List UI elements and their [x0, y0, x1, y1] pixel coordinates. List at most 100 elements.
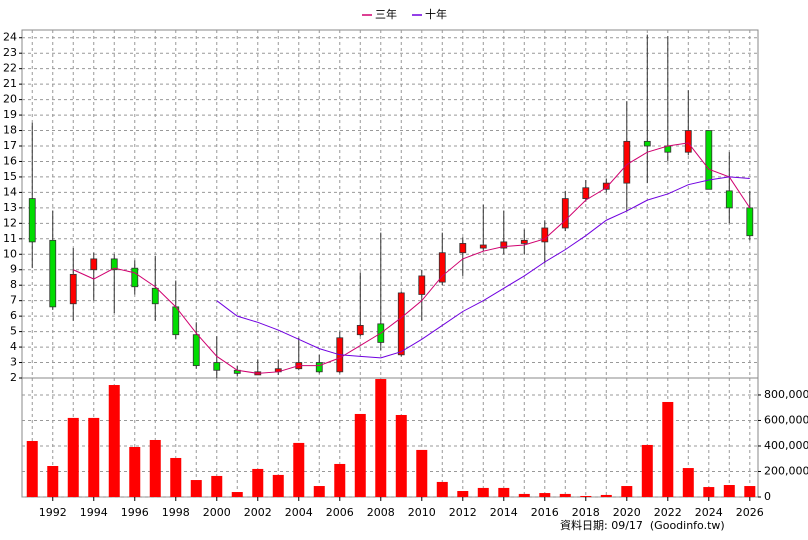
ma-line	[73, 142, 751, 374]
candle-body	[541, 227, 549, 243]
y-tick-label: 15	[3, 170, 17, 183]
y2-tick-label: 800,000	[764, 388, 808, 401]
volume-bar	[149, 439, 161, 497]
x-tick-label: 2012	[449, 506, 477, 519]
x-tick-label: 1992	[39, 506, 67, 519]
candle-body	[520, 239, 528, 244]
x-tick-label: 2000	[203, 506, 231, 519]
volume-bar	[662, 401, 674, 497]
volume-bar	[723, 485, 735, 497]
y-tick-label: 13	[3, 201, 17, 214]
volume-bar	[518, 493, 530, 497]
candle-body	[69, 273, 77, 305]
volume-bar	[539, 493, 551, 497]
x-tick-label: 2014	[490, 506, 518, 519]
y-tick-label: 11	[3, 232, 17, 245]
y-tick-label: 5	[10, 325, 17, 338]
volume-bar	[190, 480, 202, 497]
y-tick-label: 20	[3, 93, 17, 106]
candle-body	[705, 130, 713, 190]
y2-tick-label: 400,000	[764, 439, 808, 452]
volume-bar	[477, 487, 489, 497]
legend-label: 三年	[375, 7, 397, 21]
candle-body	[500, 241, 508, 249]
y-tick-label: 3	[10, 356, 17, 369]
volume-bar	[580, 495, 592, 497]
volume-bar	[744, 486, 756, 497]
y2-tick-label: 600,000	[764, 413, 808, 426]
candle-body	[28, 198, 36, 243]
candle-body	[725, 190, 733, 209]
x-tick-label: 2018	[572, 506, 600, 519]
y-tick-label: 24	[3, 31, 17, 44]
y-tick-label: 12	[3, 216, 17, 229]
x-tick-label: 2006	[326, 506, 354, 519]
y-tick-label: 7	[10, 294, 17, 307]
y-tick-label: 6	[10, 309, 17, 322]
volume-bar	[47, 466, 59, 497]
candle-body	[561, 198, 569, 229]
x-tick-label: 1994	[80, 506, 108, 519]
volume-bar	[129, 447, 141, 497]
volume-bar	[272, 474, 284, 497]
y-tick-label: 14	[3, 185, 17, 198]
volume-bar	[334, 463, 346, 497]
candle-body	[172, 306, 180, 336]
candle-body	[49, 239, 57, 308]
volume-bar	[354, 413, 366, 497]
volume-bar	[395, 414, 407, 497]
legend-label: 十年	[425, 7, 447, 21]
volume-bar	[67, 417, 79, 497]
x-tick-label: 2022	[654, 506, 682, 519]
x-tick-label: 2016	[531, 506, 559, 519]
ma-line	[216, 176, 750, 359]
volume-bar	[375, 379, 387, 497]
volume-bar	[600, 494, 612, 497]
x-tick-label: 2020	[613, 506, 641, 519]
volume-bar	[682, 468, 694, 497]
candle-body	[643, 140, 651, 147]
volume-bar	[703, 487, 715, 497]
x-tick-label: 2010	[408, 506, 436, 519]
volume-bar	[457, 491, 469, 497]
x-tick-label: 2026	[736, 506, 764, 519]
volume-bar	[416, 449, 428, 497]
y2-tick-label: 0	[764, 490, 771, 503]
y-tick-label: 2	[10, 371, 17, 384]
candle-body	[582, 187, 590, 199]
candle-body	[315, 362, 323, 373]
candle-body	[684, 130, 692, 153]
volume-bar	[313, 486, 325, 497]
candle-body	[438, 252, 446, 283]
volume-bar	[231, 492, 243, 497]
candle-body	[397, 292, 405, 356]
volume-bar	[108, 385, 120, 497]
plot-frame	[21, 29, 759, 498]
y-tick-label: 10	[3, 247, 17, 260]
y2-tick-label: 200,000	[764, 464, 808, 477]
footer: 資料日期: 09/17 (Goodinfo.tw)	[560, 518, 725, 532]
x-tick-label: 1998	[162, 506, 190, 519]
y-tick-label: 9	[10, 263, 17, 276]
candle-body	[418, 275, 426, 295]
candle-body	[151, 287, 159, 305]
volume-bar	[498, 487, 510, 497]
y-tick-label: 16	[3, 154, 17, 167]
volume-bar	[641, 444, 653, 497]
candle-body	[192, 334, 200, 367]
candle-body	[479, 244, 487, 249]
y-tick-label: 23	[3, 46, 17, 59]
candle-body	[90, 258, 98, 271]
volume-bar	[252, 468, 264, 497]
volume-bar	[88, 417, 100, 497]
y-tick-label: 17	[3, 139, 17, 152]
candle-body	[459, 243, 467, 254]
x-tick-label: 2002	[244, 506, 272, 519]
y-tick-label: 8	[10, 278, 17, 291]
candle-body	[131, 267, 139, 288]
x-tick-label: 1996	[121, 506, 149, 519]
x-tick-label: 2024	[695, 506, 723, 519]
volume-bar	[436, 481, 448, 497]
